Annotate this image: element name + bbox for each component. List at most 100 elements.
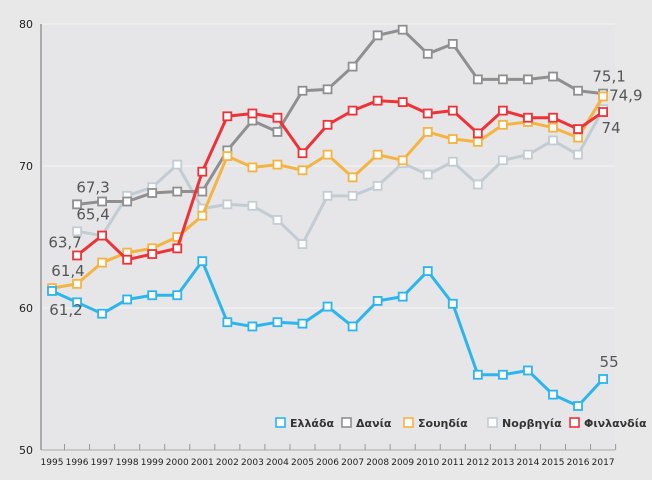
data-point [598, 107, 608, 117]
data-point [247, 321, 258, 332]
data-point [72, 297, 82, 308]
x-tick-label: 2017 [592, 458, 615, 468]
data-point [372, 180, 383, 191]
data-point [573, 124, 583, 134]
data-point [222, 199, 233, 210]
data-point [523, 112, 533, 123]
x-tick-label: 2010 [416, 458, 439, 468]
x-tick-label: 1996 [66, 458, 89, 468]
data-point [347, 172, 358, 183]
data-point [598, 374, 608, 384]
data-point [322, 190, 333, 201]
data-point [297, 165, 308, 176]
data-point [523, 74, 533, 85]
data-point [147, 188, 158, 198]
data-point [523, 365, 533, 376]
data-point [97, 257, 107, 268]
data-point [347, 190, 358, 201]
data-point [322, 119, 333, 130]
data-point [272, 159, 283, 170]
x-tick-label: 2014 [516, 458, 539, 468]
data-label: 65,4 [76, 205, 109, 223]
y-tick-label: 80 [19, 18, 33, 31]
data-point [422, 127, 433, 137]
data-point [322, 84, 333, 95]
data-point [247, 200, 258, 211]
x-tick-label: 2007 [341, 458, 364, 468]
data-point [372, 149, 383, 160]
data-point [72, 250, 82, 261]
data-label: 63,7 [48, 233, 81, 251]
x-tick-label: 2011 [441, 458, 464, 468]
data-point [573, 132, 583, 143]
data-point [523, 149, 533, 160]
data-label: 74 [602, 119, 621, 137]
x-tick-label: 2001 [191, 458, 214, 468]
data-point [272, 127, 283, 137]
data-point [548, 389, 558, 400]
legend-label: Σουηδία [418, 417, 468, 430]
data-point [372, 295, 383, 306]
data-point [447, 298, 458, 309]
data-point [397, 155, 408, 166]
data-point [447, 38, 458, 49]
data-label: 74,9 [609, 86, 642, 104]
data-label: 61,2 [49, 301, 82, 319]
data-point [497, 74, 508, 85]
data-label: 75,1 [592, 68, 625, 86]
data-point [172, 159, 183, 170]
data-point [197, 210, 208, 221]
data-point [272, 215, 283, 225]
data-point [247, 108, 258, 119]
data-point [147, 290, 158, 301]
data-point [172, 290, 183, 301]
data-point [122, 254, 133, 265]
data-point [447, 156, 458, 167]
series-line-1 [76, 28, 604, 206]
legend-swatch [341, 417, 352, 428]
data-label: 55 [600, 353, 619, 371]
data-point [347, 105, 358, 116]
data-point [297, 318, 308, 329]
data-point [197, 166, 208, 177]
data-point [472, 136, 483, 147]
data-point [97, 308, 107, 319]
data-point [397, 97, 408, 107]
legend-label: Ελλάδα [290, 417, 335, 430]
data-point [573, 149, 583, 160]
x-tick-label: 2008 [366, 458, 389, 468]
data-point [422, 48, 433, 59]
data-point [272, 112, 283, 123]
legend-swatch [403, 417, 414, 428]
legend-swatch [487, 417, 498, 428]
y-tick-label: 50 [19, 444, 33, 457]
data-point [497, 369, 508, 380]
data-point [222, 151, 233, 161]
data-point [347, 61, 358, 72]
data-point [197, 186, 208, 197]
data-label: 67,3 [76, 178, 109, 196]
data-point [147, 249, 158, 259]
x-tick-label: 2004 [266, 458, 289, 468]
data-point [472, 369, 483, 380]
data-point [47, 286, 57, 296]
data-point [497, 155, 508, 166]
data-point [197, 256, 208, 267]
data-point [422, 169, 433, 180]
x-tick-label: 2016 [567, 458, 590, 468]
x-tick-label: 2009 [391, 458, 414, 468]
data-point [222, 317, 233, 328]
data-point [397, 291, 408, 302]
data-point [272, 317, 283, 328]
data-point [222, 111, 233, 122]
data-point [297, 85, 308, 96]
x-tick-label: 2002 [216, 458, 239, 468]
data-point [97, 230, 107, 241]
x-tick-label: 2013 [491, 458, 514, 468]
data-point [72, 278, 82, 289]
legend-label: Νορβηγία [502, 417, 562, 430]
data-point [347, 321, 358, 332]
data-point [372, 30, 383, 41]
data-point [397, 24, 408, 35]
